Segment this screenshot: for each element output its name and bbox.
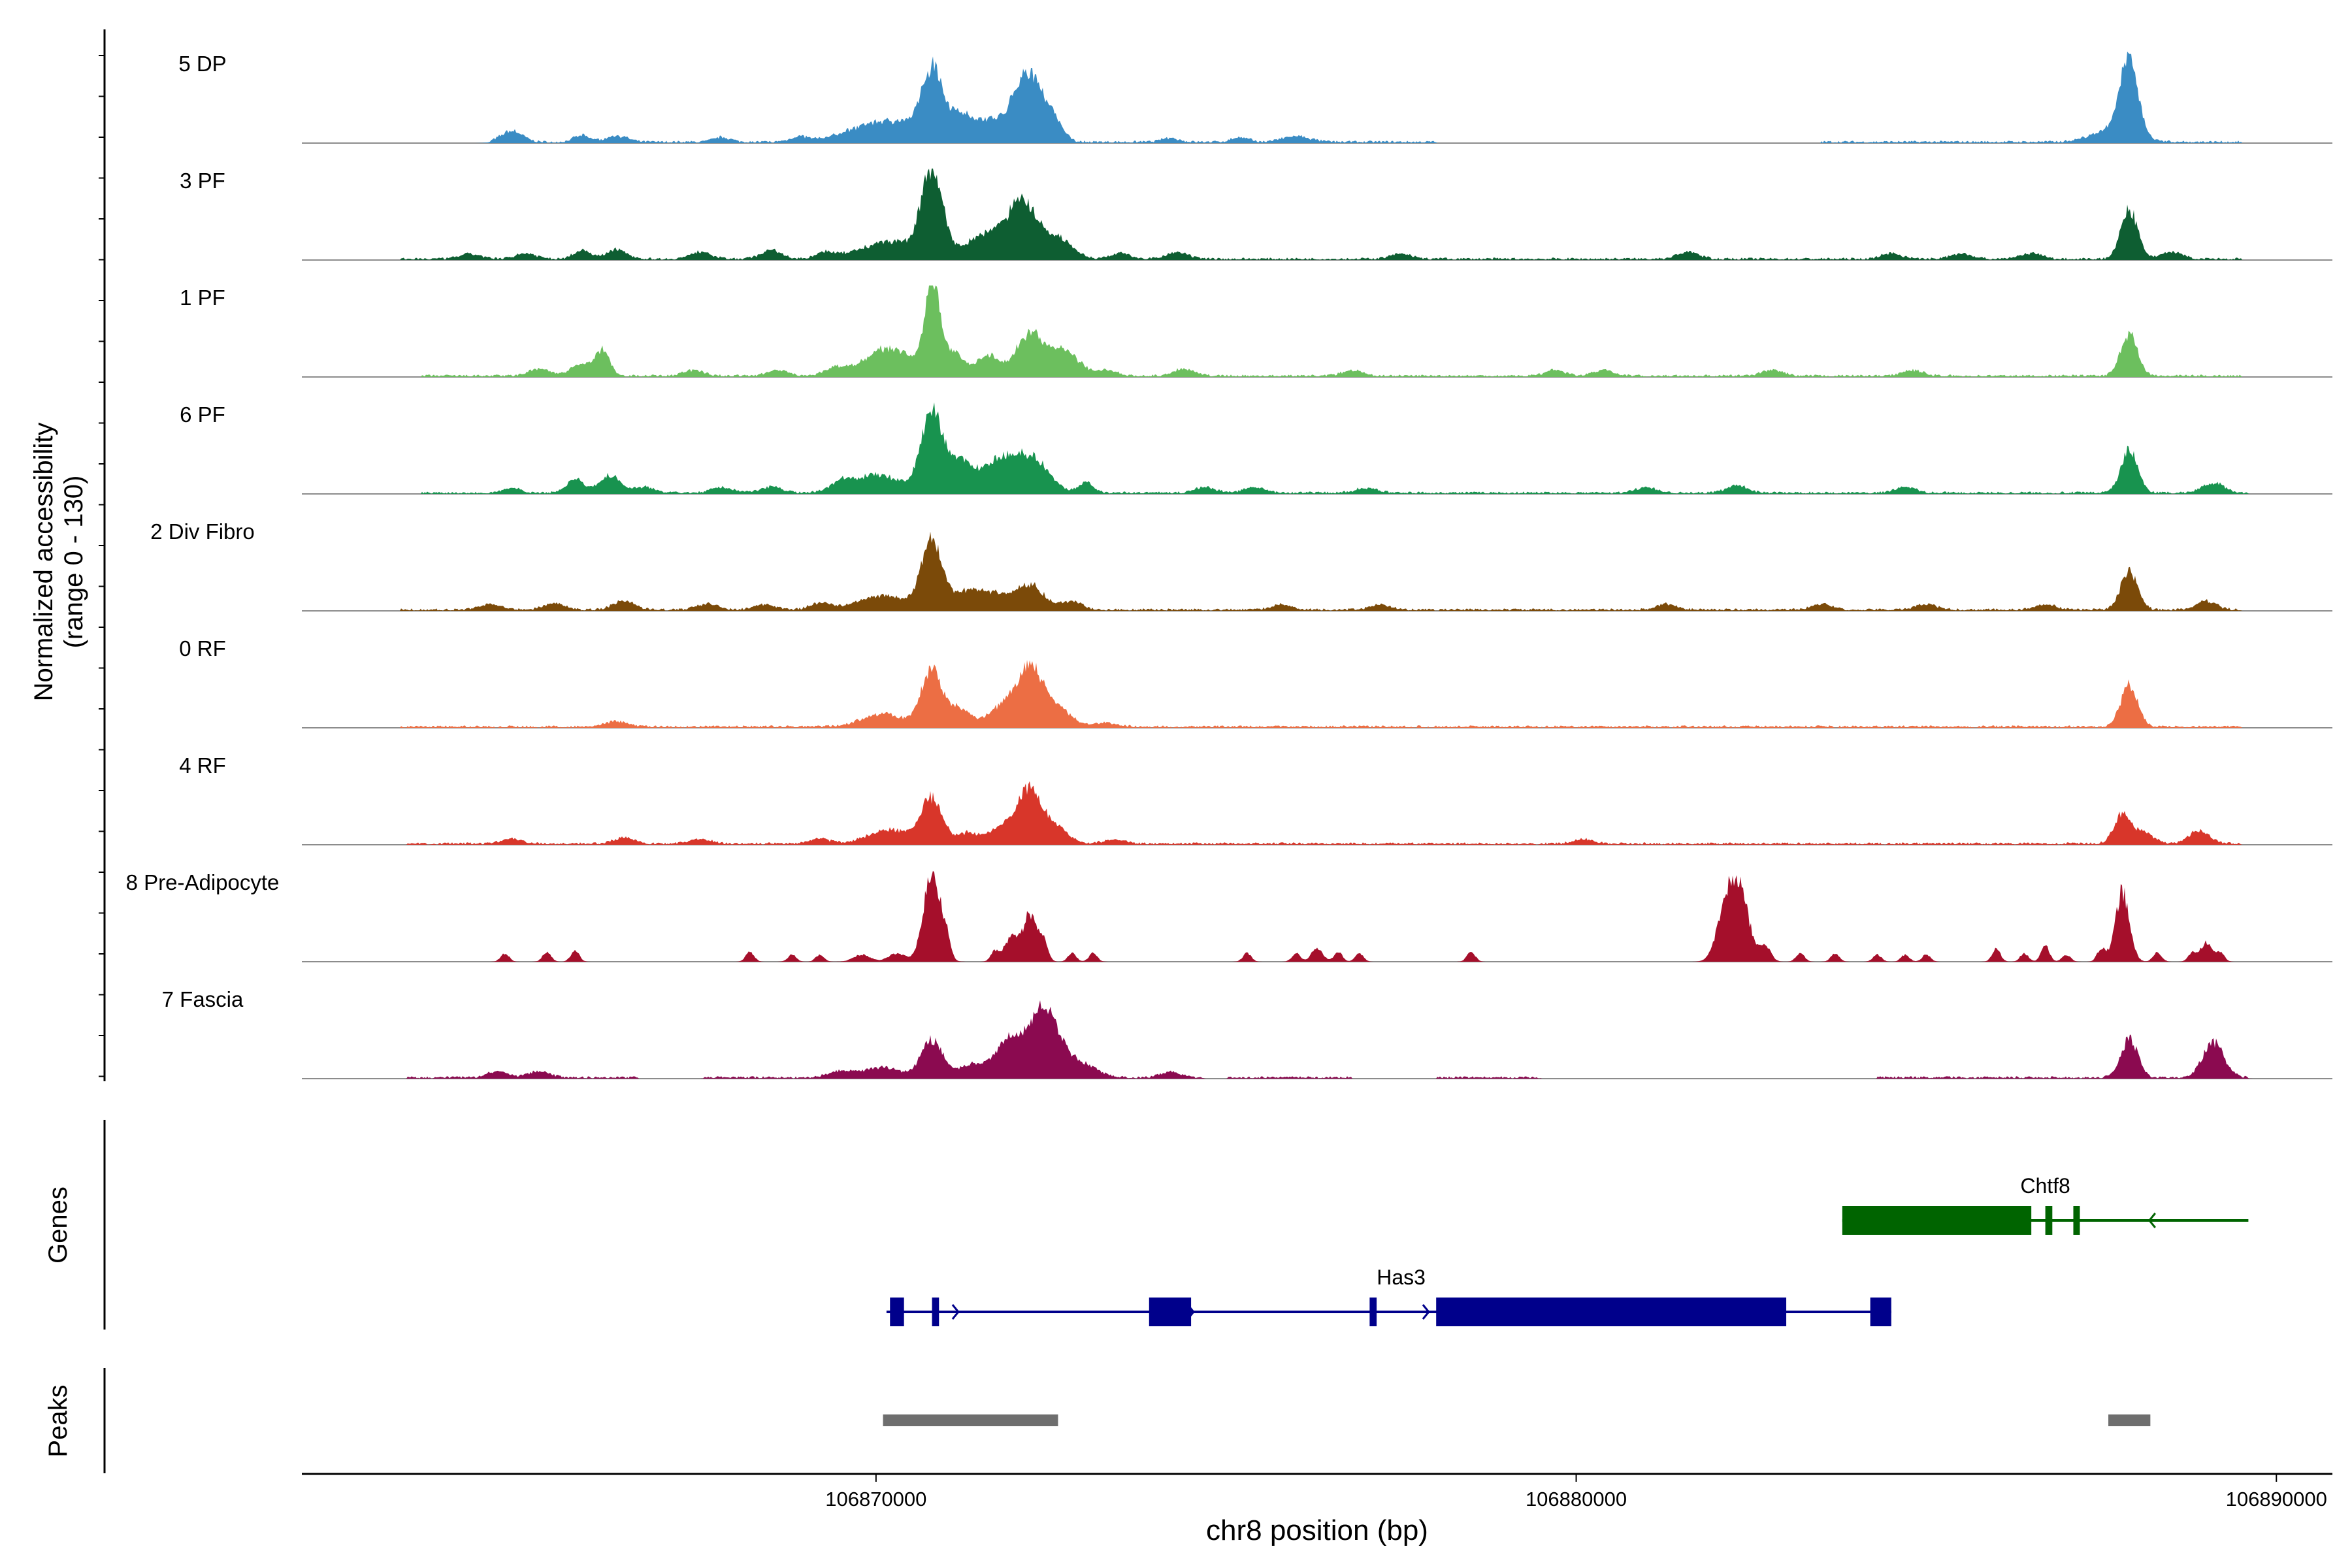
axes: Normalized accessibility (range 0 - 130) G… xyxy=(29,29,2332,1546)
coverage-area xyxy=(302,52,2332,143)
x-tick-label: 106870000 xyxy=(825,1488,926,1511)
coverage-area xyxy=(302,781,2332,845)
track-label: 1 PF xyxy=(180,286,225,310)
track-7-fascia: 7 Fascia xyxy=(162,987,2332,1079)
peak-track xyxy=(883,1414,2151,1426)
genes-panel-label: Genes xyxy=(44,1186,73,1264)
track-6-pf: 6 PF xyxy=(180,402,2332,495)
exon xyxy=(2073,1206,2080,1235)
x-tick-label: 106880000 xyxy=(1526,1488,1627,1511)
track-3-pf: 3 PF xyxy=(180,169,2332,261)
exon xyxy=(1149,1298,1192,1326)
track-8-pre-adipocyte: 8 Pre-Adipocyte xyxy=(126,870,2332,962)
coverage-area xyxy=(302,169,2332,260)
track-1-pf: 1 PF xyxy=(180,286,2332,378)
coverage-area xyxy=(302,402,2332,494)
track-label: 5 DP xyxy=(178,52,226,76)
track-0-rf: 0 RF xyxy=(179,636,2332,728)
track-label: 8 Pre-Adipocyte xyxy=(126,870,280,894)
x-tick-label: 106890000 xyxy=(2226,1488,2327,1511)
gene-name-label: Chtf8 xyxy=(2020,1174,2070,1198)
coverage-area xyxy=(302,660,2332,728)
track-label: 3 PF xyxy=(180,169,225,193)
gene-has3: Has3 xyxy=(886,1266,1891,1326)
peaks-panel-label: Peaks xyxy=(44,1384,73,1457)
coverage-area xyxy=(302,286,2332,377)
track-label: 4 RF xyxy=(179,753,226,777)
track-label: 2 Div Fibro xyxy=(150,519,255,544)
exon xyxy=(1436,1298,1787,1326)
track-2-div-fibro: 2 Div Fibro xyxy=(150,519,2332,612)
exon xyxy=(1369,1298,1377,1326)
track-label: 7 Fascia xyxy=(162,987,244,1011)
gene-chtf8: Chtf8 xyxy=(1842,1174,2249,1235)
track-5-dp: 5 DP xyxy=(178,52,2332,144)
exon xyxy=(2045,1206,2053,1235)
track-label: 6 PF xyxy=(180,402,225,427)
exon xyxy=(1842,1206,2032,1235)
coverage-area xyxy=(302,531,2332,611)
gene-track: Chtf8 Has3 xyxy=(886,1174,2249,1326)
strand-arrow xyxy=(951,1304,960,1320)
y-axis-range-label: (range 0 - 130) xyxy=(59,476,88,649)
gene-name-label: Has3 xyxy=(1377,1266,1426,1289)
peak-region xyxy=(883,1414,1058,1426)
coverage-area xyxy=(302,1000,2332,1079)
exon xyxy=(932,1298,939,1326)
coverage-tracks: 5 DP 3 PF 1 PF 6 PF 2 Div Fibro 0 RF 4 RF 8 Pre… xyxy=(126,52,2332,1079)
track-label: 0 RF xyxy=(179,636,226,661)
peak-region xyxy=(2108,1414,2151,1426)
strand-arrow xyxy=(1422,1304,1430,1320)
strand-arrow xyxy=(2148,1213,2156,1228)
exon xyxy=(1870,1298,1891,1326)
y-axis-label: Normalized accessibility xyxy=(29,423,58,702)
exon xyxy=(890,1298,904,1326)
track-4-rf: 4 RF xyxy=(179,753,2332,845)
x-axis-label: chr8 position (bp) xyxy=(1206,1514,1428,1546)
coverage-area xyxy=(302,870,2332,962)
